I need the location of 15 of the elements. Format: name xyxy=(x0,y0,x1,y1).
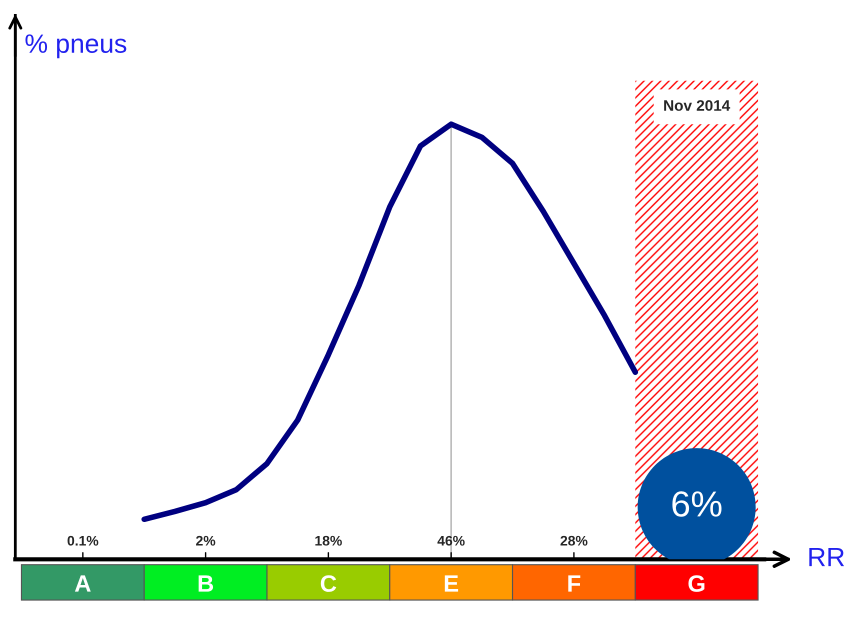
annotation: 28% xyxy=(560,536,588,546)
annotation: 18% xyxy=(315,536,342,546)
x-tick-label: A xyxy=(74,575,91,592)
y-axis-title: % pneus xyxy=(25,34,126,58)
text: Nov 2014 xyxy=(664,100,730,111)
annotation: 2% xyxy=(196,536,216,546)
annotation: 0.1% xyxy=(68,536,98,546)
x-tick-label: G xyxy=(688,575,704,592)
x-tick-label: F xyxy=(568,575,580,592)
annotation: 6% xyxy=(672,491,722,517)
x-tick-label: C xyxy=(320,575,336,592)
x-tick-label: B xyxy=(198,575,214,592)
annotation: 46% xyxy=(437,536,465,546)
x-axis-title: RR xyxy=(809,548,844,566)
x-tick-label: E xyxy=(444,575,458,592)
